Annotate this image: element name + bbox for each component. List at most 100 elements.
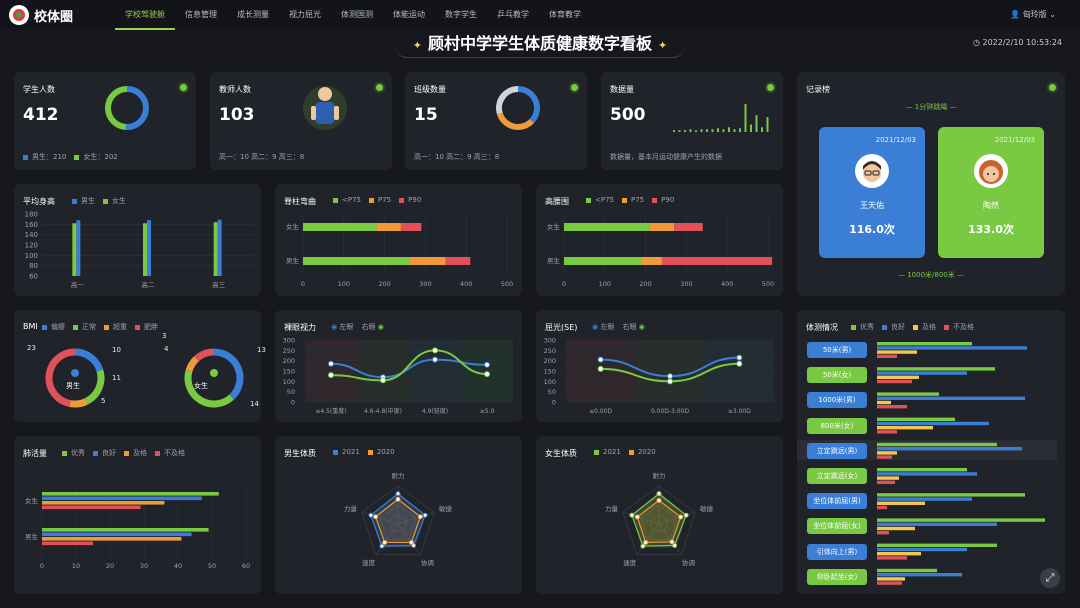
bar <box>877 526 915 531</box>
data-point <box>656 497 662 503</box>
bar <box>877 354 897 358</box>
nav-item[interactable]: 体育教学 <box>549 10 581 19</box>
radar-series <box>631 492 687 547</box>
tick-label: 0 <box>40 562 44 570</box>
bmi-slice <box>84 369 105 405</box>
clock: ◷ 2022/2/10 10:53:24 <box>972 38 1062 47</box>
teachers-foot: 高一：10 高二：9 高三：8 <box>219 153 305 161</box>
nav-item[interactable]: 体能运动 <box>393 10 425 19</box>
legend: 优秀 良好 及格 不及格 <box>54 448 185 458</box>
spark-bar <box>750 124 752 132</box>
main-nav: 学校驾驶舱 信息管理 成长测量 视力屈光 体测国测 体能运动 数字学生 乒乓教学… <box>115 0 591 30</box>
nav-item[interactable]: 成长测量 <box>237 10 269 19</box>
bar <box>674 223 703 231</box>
fullscreen-icon[interactable]: ⤢ <box>1040 568 1060 588</box>
fitness-item-pill[interactable]: 1000米(男) <box>807 392 867 409</box>
data-point <box>667 373 673 380</box>
tick-label: 男生 <box>25 532 39 541</box>
data-point <box>597 365 604 372</box>
data-point <box>667 378 673 385</box>
tick-label: 100 <box>544 378 556 386</box>
record-card[interactable]: 2021/12/03 王天佑 116.0次 <box>819 127 925 258</box>
bmi-slice <box>184 369 234 408</box>
avatar <box>855 154 889 188</box>
status-dot <box>1049 84 1056 91</box>
tick-label: 400 <box>460 280 472 288</box>
bar <box>877 522 997 526</box>
tick-label: 160 <box>25 221 38 229</box>
bar <box>877 375 919 379</box>
tick-label: 0 <box>301 280 305 288</box>
bmi-slice <box>45 348 76 407</box>
data-point <box>422 512 428 518</box>
fitness-item-pill[interactable]: 立定跳远(男) <box>807 442 867 459</box>
nav-item[interactable]: 学校驾驶舱 <box>115 0 175 30</box>
bar <box>877 371 967 375</box>
fitness-item-pill[interactable]: 50米(女) <box>807 367 867 384</box>
tick-label: 0 <box>291 399 295 407</box>
bar <box>564 257 642 265</box>
tick-label: 100 <box>338 280 350 288</box>
axis-label: 协调 <box>682 558 695 567</box>
bar <box>877 426 933 430</box>
nav-item[interactable]: 数字学生 <box>445 10 477 19</box>
person-icon <box>71 369 79 377</box>
fitness-item-pill[interactable]: 坐位体前屈(女) <box>807 518 867 535</box>
tick-label: 250 <box>544 347 556 355</box>
nav-item[interactable]: 体测国测 <box>341 10 373 19</box>
bar <box>877 581 902 585</box>
bar <box>72 223 77 276</box>
tick-label: 0 <box>562 280 566 288</box>
classes-foot: 高一：10 高二：9 高三：8 <box>414 153 500 161</box>
data-point <box>373 514 379 520</box>
fitness-item-pill[interactable]: 立定跳远(女) <box>807 468 867 484</box>
spark-bar <box>761 127 763 132</box>
data-point <box>395 491 401 497</box>
nav-item[interactable]: 视力屈光 <box>289 10 321 19</box>
radar-series <box>636 499 682 544</box>
radar-grid <box>361 485 435 556</box>
tick-label: 4.9(轻度) <box>422 407 448 415</box>
record-card[interactable]: 2021/12/03 陶然 133.0次 <box>938 127 1044 258</box>
user-menu[interactable]: 👤 匈玲版 ⌄ <box>1010 9 1056 20</box>
nav-item[interactable]: 信息管理 <box>185 10 217 19</box>
bar <box>213 222 218 276</box>
fitness-item-pill[interactable]: 仰卧起坐(女) <box>807 568 867 585</box>
card-title: 教师人数 <box>219 85 251 94</box>
fitness-item-pill[interactable]: 坐位体前屈(男) <box>807 493 867 510</box>
spark-bar <box>695 130 697 132</box>
data-point <box>643 539 649 545</box>
spark-bar <box>717 128 719 132</box>
tick-label: 150 <box>544 368 556 376</box>
fitness-item-pill[interactable]: 50米(男) <box>807 342 867 358</box>
radar-axis <box>658 523 682 555</box>
status-dot <box>571 84 578 91</box>
bar <box>877 493 1025 497</box>
data-label: 4 <box>164 345 169 353</box>
data-point <box>629 512 635 518</box>
legend: <P75 P75 P90 <box>578 196 674 204</box>
spark-bar <box>744 104 747 132</box>
classes-card: 班级数量 15 高一：10 高二：9 高三：8 <box>405 72 587 170</box>
nav-item[interactable]: 乒乓教学 <box>497 10 529 19</box>
fitness-card: 体测情况 优秀 良好 及格 不及格 50米(男) 50米(女) 1000米(男) 800米(… <box>797 310 1065 594</box>
data-point <box>597 356 604 363</box>
tick-label: 500 <box>762 280 774 288</box>
tick-label: 50 <box>287 388 295 396</box>
card-title: 记录榜 <box>806 85 830 94</box>
legend: 男生 女生 <box>64 196 126 206</box>
fitness-chart <box>877 342 1045 585</box>
bar <box>877 451 897 455</box>
legend: 优秀 良好 及格 不及格 <box>843 322 974 332</box>
bmi-slice <box>194 348 215 362</box>
record-date: 2021/12/03 <box>875 136 916 144</box>
fitness-item-pill[interactable]: 引体向上(男) <box>807 543 867 560</box>
card-title: 裸眼视力 <box>284 323 316 332</box>
bar <box>303 257 410 265</box>
fitness-item-pill[interactable]: 800米(女) <box>807 417 867 434</box>
refraction-chart: 0 50 100 150 200 250 300 ≤0.00D 0.00D-3.00D ≥3.00… <box>544 337 774 415</box>
donut-slice <box>125 86 149 130</box>
bar <box>76 220 81 276</box>
axis-label: 力量 <box>344 504 358 513</box>
